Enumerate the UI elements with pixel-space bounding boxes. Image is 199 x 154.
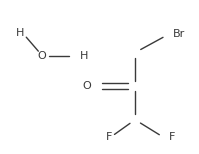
Text: Br: Br [173, 29, 185, 39]
Text: O: O [83, 81, 92, 91]
Text: O: O [38, 51, 47, 61]
Text: H: H [16, 28, 25, 38]
Text: F: F [169, 132, 175, 142]
Text: H: H [80, 51, 88, 61]
Text: F: F [106, 132, 113, 142]
